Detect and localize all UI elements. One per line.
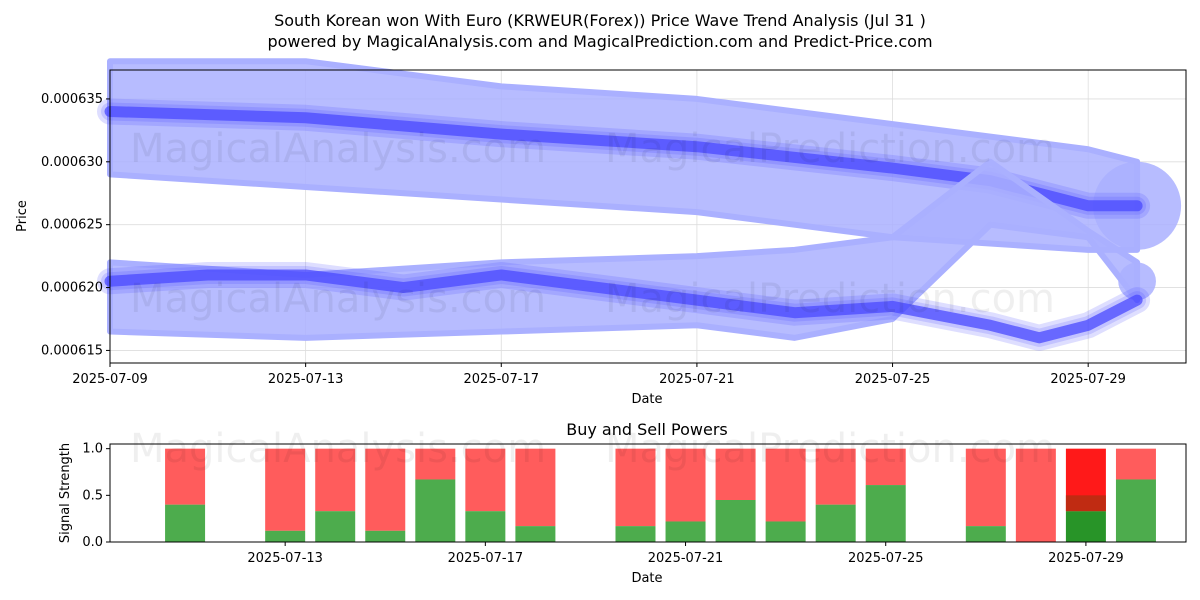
price-band-0 <box>107 58 1141 253</box>
buy-bar-2 <box>315 511 356 542</box>
signal-xtick-label-0: 2025-07-13 <box>247 551 323 566</box>
price-trend-line-3 <box>104 269 1143 344</box>
watermark-left: MagicalAnalysis.com <box>130 126 546 172</box>
watermark-right-3: MagicalPrediction.com <box>605 426 1055 472</box>
price-plot-frame <box>109 69 1187 364</box>
buy-bar-16 <box>1115 479 1156 542</box>
buy-bar-3 <box>365 530 406 542</box>
signal-ytick-label-2: 1.0 <box>82 442 103 457</box>
sell-bar-6 <box>515 448 556 527</box>
price-ylabel: Price <box>15 200 30 232</box>
sell-bar-10 <box>765 448 806 522</box>
buy-bar-10 <box>765 521 806 542</box>
buy-bar-4 <box>415 479 456 542</box>
buy-bar-0 <box>165 504 206 542</box>
chart-title: South Korean won With Euro (KRWEUR(Forex… <box>274 11 926 30</box>
watermark-left-3: MagicalAnalysis.com <box>130 426 546 472</box>
price-ytick-label-2: 0.000625 <box>41 218 103 233</box>
price-xtick-label-0: 2025-07-09 <box>72 372 148 387</box>
watermark-right: MagicalPrediction.com <box>605 126 1055 172</box>
buy-bar-5 <box>465 511 506 542</box>
buy-bar-6 <box>515 526 556 542</box>
sell-bar-4 <box>415 448 456 480</box>
buy-bar-7 <box>615 526 656 542</box>
buy-bar-15 <box>1065 511 1106 542</box>
signal-xtick-label-2: 2025-07-21 <box>648 551 724 566</box>
sell-bar-12 <box>865 448 906 486</box>
price-panel: MagicalAnalysis.com MagicalPrediction.co… <box>15 58 1187 407</box>
highlight-mid-15 <box>1065 495 1106 512</box>
price-xtick-label-3: 2025-07-21 <box>659 372 735 387</box>
price-xlabel: Date <box>631 392 662 407</box>
signal-ytick-label-0: 0.0 <box>82 535 103 550</box>
buy-bar-8 <box>665 521 706 542</box>
price-series <box>97 58 1182 351</box>
sell-bar-2 <box>315 448 356 512</box>
sell-bar-16 <box>1115 448 1156 480</box>
price-xtick-label-5: 2025-07-29 <box>1050 372 1126 387</box>
watermark-left-2: MagicalAnalysis.com <box>130 276 546 322</box>
sell-bar-11 <box>815 448 856 505</box>
signal-title: Buy and Sell Powers <box>566 420 728 439</box>
buy-bar-12 <box>865 485 906 542</box>
sell-bar-13 <box>965 448 1006 527</box>
signal-ylabel: Signal Strength <box>58 443 73 543</box>
sell-bar-1 <box>265 448 306 531</box>
price-ytick-label-4: 0.000635 <box>41 92 103 107</box>
sell-bar-3 <box>365 448 406 531</box>
price-ytick-label-3: 0.000630 <box>41 155 103 170</box>
price-xtick-label-1: 2025-07-13 <box>268 372 344 387</box>
sell-bar-8 <box>665 448 706 522</box>
signal-xtick-label-1: 2025-07-17 <box>448 551 524 566</box>
price-ticks: 2025-07-09 2025-07-13 2025-07-17 2025-07-21… <box>41 92 1126 387</box>
buy-bar-11 <box>815 504 856 542</box>
buy-bar-13 <box>965 526 1006 542</box>
chart-subtitle: powered by MagicalAnalysis.com and Magic… <box>267 32 932 51</box>
price-xtick-label-2: 2025-07-17 <box>463 372 539 387</box>
signal-plot-frame <box>109 443 1187 543</box>
buy-bar-1 <box>265 530 306 542</box>
signal-bars <box>165 448 1156 542</box>
price-xtick-label-4: 2025-07-25 <box>855 372 931 387</box>
price-ytick-label-0: 0.000615 <box>41 343 103 358</box>
sell-bar-14 <box>1015 448 1056 542</box>
sell-bar-0 <box>165 448 206 505</box>
sell-bar-9 <box>715 448 756 500</box>
price-band-cap-2 <box>1118 262 1156 301</box>
signal-xtick-label-3: 2025-07-25 <box>848 551 924 566</box>
sell-bar-5 <box>465 448 506 512</box>
signal-ytick-label-1: 0.5 <box>82 488 103 503</box>
sell-bar-7 <box>615 448 656 527</box>
signal-xlabel: Date <box>631 571 662 586</box>
signal-ticks: 2025-07-13 2025-07-17 2025-07-21 2025-07-25… <box>82 442 1123 566</box>
price-ytick-label-1: 0.000620 <box>41 281 103 296</box>
signal-xtick-label-4: 2025-07-29 <box>1048 551 1124 566</box>
price-trend-line-1 <box>104 105 1143 212</box>
buy-bar-9 <box>715 500 756 542</box>
watermark-right-2: MagicalPrediction.com <box>605 276 1055 322</box>
signal-panel: Buy and Sell Powers MagicalAnalysis.com … <box>58 420 1187 586</box>
